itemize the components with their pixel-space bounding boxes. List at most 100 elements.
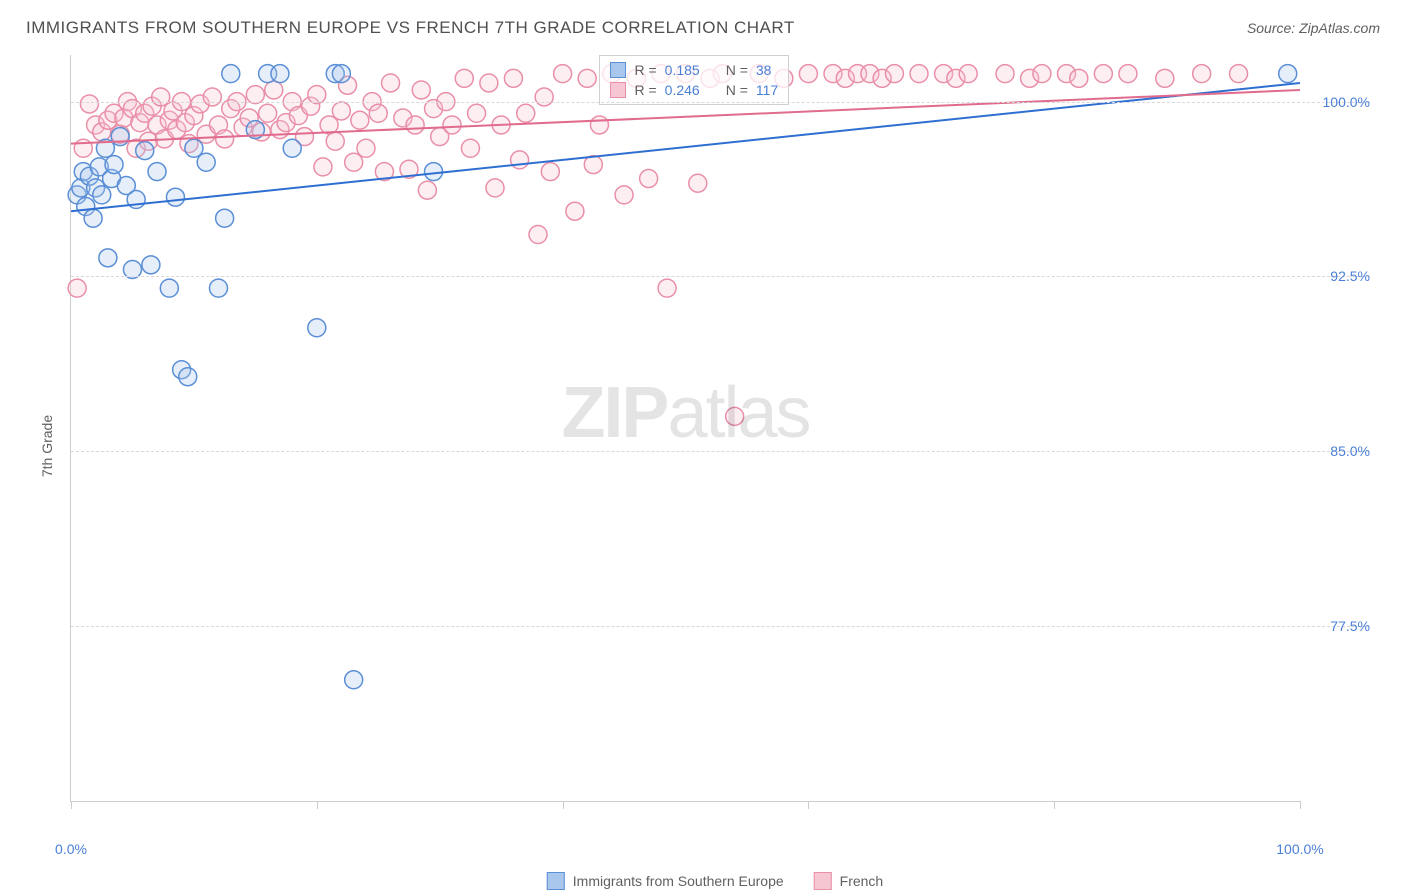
data-point-immigrants: [216, 209, 234, 227]
stat-n-french: 117: [756, 82, 778, 98]
data-point-french: [959, 65, 977, 83]
data-point-french: [566, 202, 584, 220]
data-point-immigrants: [283, 139, 301, 157]
data-point-french: [590, 116, 608, 134]
data-point-french: [480, 74, 498, 92]
y-tick-label: 92.5%: [1330, 268, 1370, 284]
data-point-french: [357, 139, 375, 157]
bottom-legend: Immigrants from Southern Europe French: [547, 872, 883, 890]
data-point-french: [203, 88, 221, 106]
data-point-french: [689, 174, 707, 192]
legend-swatch-french: [814, 872, 832, 890]
data-point-french: [517, 104, 535, 122]
legend-label-immigrants: Immigrants from Southern Europe: [573, 873, 784, 889]
data-point-french: [68, 279, 86, 297]
stats-box: R =0.185N =38R =0.246N =117: [599, 55, 789, 105]
data-point-french: [1156, 69, 1174, 87]
y-tick-label: 85.0%: [1330, 443, 1370, 459]
data-point-immigrants: [93, 186, 111, 204]
x-tick: [808, 801, 809, 809]
grid-line: [71, 102, 1370, 103]
data-point-immigrants: [84, 209, 102, 227]
data-point-french: [1119, 65, 1137, 83]
chart-title: IMMIGRANTS FROM SOUTHERN EUROPE VS FRENC…: [26, 18, 795, 38]
data-point-french: [455, 69, 473, 87]
legend-swatch-immigrants: [547, 872, 565, 890]
x-tick: [1300, 801, 1301, 809]
data-point-french: [554, 65, 572, 83]
data-point-french: [265, 81, 283, 99]
data-point-immigrants: [209, 279, 227, 297]
x-tick: [317, 801, 318, 809]
data-point-french: [412, 81, 430, 99]
legend-item-immigrants: Immigrants from Southern Europe: [547, 872, 784, 890]
data-point-french: [541, 163, 559, 181]
chart-source: Source: ZipAtlas.com: [1247, 20, 1380, 36]
grid-line: [71, 626, 1370, 627]
chart-svg: [71, 55, 1300, 801]
data-point-french: [1230, 65, 1248, 83]
data-point-french: [504, 69, 522, 87]
data-point-french: [406, 116, 424, 134]
x-tick-label: 100.0%: [1276, 841, 1323, 857]
data-point-french: [326, 132, 344, 150]
data-point-french: [1094, 65, 1112, 83]
plot-region: ZIPatlas R =0.185N =38R =0.246N =117 77.…: [70, 55, 1300, 802]
data-point-french: [468, 104, 486, 122]
data-point-french: [443, 116, 461, 134]
data-point-immigrants: [425, 163, 443, 181]
data-point-french: [259, 104, 277, 122]
data-point-french: [1070, 69, 1088, 87]
chart-header: IMMIGRANTS FROM SOUTHERN EUROPE VS FRENC…: [0, 0, 1406, 48]
data-point-french: [996, 65, 1014, 83]
x-tick: [563, 801, 564, 809]
data-point-immigrants: [1279, 65, 1297, 83]
data-point-french: [461, 139, 479, 157]
data-point-french: [216, 130, 234, 148]
data-point-immigrants: [111, 128, 129, 146]
data-point-french: [80, 95, 98, 113]
data-point-immigrants: [148, 163, 166, 181]
stat-r-immigrants: 0.185: [665, 62, 700, 78]
data-point-immigrants: [136, 142, 154, 160]
data-point-immigrants: [197, 153, 215, 171]
data-point-immigrants: [222, 65, 240, 83]
chart-area: ZIPatlas R =0.185N =38R =0.246N =117 77.…: [50, 55, 1380, 832]
data-point-immigrants: [166, 188, 184, 206]
data-point-immigrants: [332, 65, 350, 83]
data-point-french: [535, 88, 553, 106]
stat-n-immigrants: 38: [756, 62, 772, 78]
data-point-french: [314, 158, 332, 176]
data-point-french: [615, 186, 633, 204]
data-point-immigrants: [308, 319, 326, 337]
y-tick-label: 77.5%: [1330, 618, 1370, 634]
data-point-immigrants: [160, 279, 178, 297]
grid-line: [71, 276, 1370, 277]
data-point-french: [910, 65, 928, 83]
data-point-french: [885, 65, 903, 83]
data-point-immigrants: [142, 256, 160, 274]
data-point-french: [726, 407, 744, 425]
stats-swatch-immigrants: [610, 62, 626, 78]
stat-r-french: 0.246: [665, 82, 700, 98]
data-point-french: [578, 69, 596, 87]
data-point-french: [799, 65, 817, 83]
data-point-immigrants: [179, 368, 197, 386]
data-point-french: [486, 179, 504, 197]
stats-swatch-french: [610, 82, 626, 98]
stats-row-french: R =0.246N =117: [610, 80, 778, 100]
data-point-french: [382, 74, 400, 92]
data-point-french: [332, 102, 350, 120]
data-point-french: [658, 279, 676, 297]
data-point-french: [351, 111, 369, 129]
data-point-immigrants: [271, 65, 289, 83]
data-point-french: [1193, 65, 1211, 83]
data-point-french: [529, 226, 547, 244]
grid-line: [71, 451, 1370, 452]
data-point-french: [369, 104, 387, 122]
data-point-french: [418, 181, 436, 199]
data-point-french: [640, 170, 658, 188]
legend-item-french: French: [814, 872, 884, 890]
data-point-french: [1033, 65, 1051, 83]
x-tick: [71, 801, 72, 809]
